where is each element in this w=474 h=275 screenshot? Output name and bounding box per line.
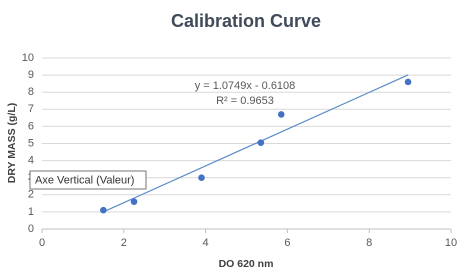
x-tick-label: 2 [121, 237, 127, 249]
trendline-r-squared: R² = 0.9653 [216, 95, 274, 107]
y-tick-label: 1 [28, 206, 34, 218]
x-tick-label: 4 [203, 237, 209, 249]
point [277, 111, 285, 118]
x-axis-title: DO 620 nm [219, 258, 274, 270]
trendline-equation: y = 1.0749x - 0.6108 [195, 80, 296, 92]
x-tick-label: 6 [284, 237, 290, 249]
y-axis-title: DRY MASS (g/L) [6, 103, 18, 184]
point [257, 139, 265, 146]
point [198, 174, 205, 181]
y-tick-label: 5 [28, 137, 34, 149]
point [100, 206, 107, 214]
y-tick-label: 9 [28, 69, 34, 81]
y-tick-label: 6 [28, 120, 34, 132]
y-tick-label: 2 [28, 189, 34, 201]
y-tick-label: 10 [22, 52, 34, 64]
point [130, 198, 138, 205]
trendline [103, 74, 409, 213]
chart-title: Calibration Curve [171, 11, 321, 31]
y-tick-label: 7 [28, 103, 34, 115]
tooltip-text: Axe Vertical (Valeur) [35, 174, 134, 186]
y-tick-label: 0 [28, 223, 34, 235]
x-tick-label: 8 [366, 237, 372, 249]
point [404, 78, 412, 86]
x-tick-label: 0 [39, 237, 45, 249]
y-tick-label: 4 [28, 155, 34, 167]
y-tick-label: 8 [28, 86, 34, 98]
tooltip-box [29, 170, 147, 190]
x-tick-label: 10 [445, 237, 457, 249]
